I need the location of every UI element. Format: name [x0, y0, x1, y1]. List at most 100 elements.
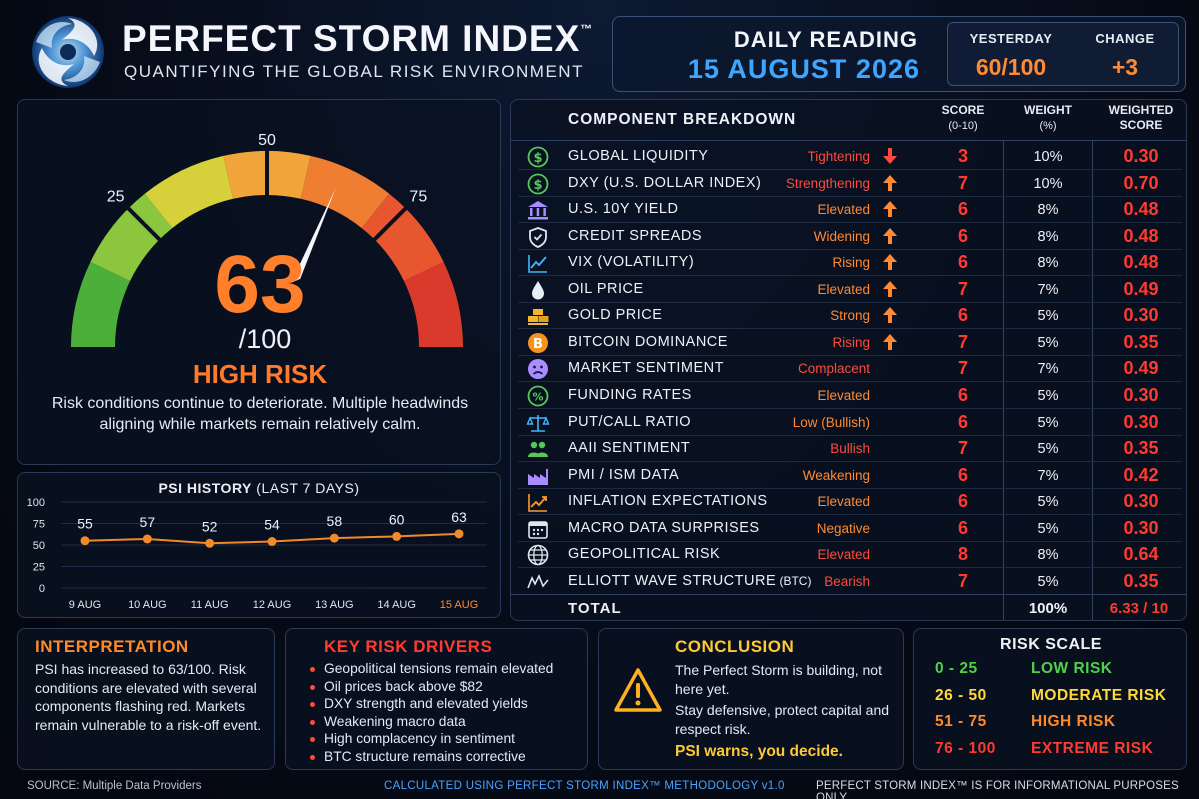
history-x-tick: 15 AUG [440, 599, 479, 611]
history-y-tick: 0 [39, 583, 45, 595]
component-weighted-score: 0.48 [1123, 225, 1159, 246]
conclusion-line2: Stay defensive, protect capital and resp… [675, 702, 890, 737]
arrow-up-icon [883, 174, 897, 191]
component-weight: 7% [1037, 281, 1059, 298]
gauge-denominator: /100 [238, 324, 292, 354]
component-score: 3 [957, 146, 968, 166]
warning-icon [614, 668, 662, 712]
component-row: ELLIOTT WAVE STRUCTURE (BTC) Bearish 7 5% 0.… [518, 568, 1182, 595]
component-score: 6 [957, 199, 968, 220]
component-weight: 5% [1037, 414, 1059, 431]
component-weighted-score: 0.30 [1123, 517, 1159, 538]
component-weighted-score: 0.35 [1123, 438, 1159, 459]
gauge-needle [291, 187, 337, 283]
component-status: Elevated [817, 547, 870, 563]
component-weighted-score: 0.48 [1123, 252, 1159, 273]
component-weighted-score: 0.30 [1123, 305, 1159, 326]
component-score: 6 [957, 517, 968, 538]
svg-text:B: B [533, 337, 543, 352]
component-row: $ GLOBAL LIQUIDITY Tightening 3 10% 0.30 [518, 143, 1182, 170]
component-status: Elevated [817, 202, 870, 218]
risk-scale-range: 51 - 75 [935, 713, 987, 730]
component-breakdown-title: COMPONENT BREAKDOWN [568, 111, 797, 128]
yesterday-label: YESTERDAY [969, 31, 1053, 46]
svg-text:$: $ [533, 178, 542, 193]
risk-scale-label: EXTREME RISK [1031, 739, 1154, 757]
change-value: +3 [1111, 54, 1139, 80]
history-point [392, 531, 402, 541]
component-weighted-score: 0.48 [1123, 199, 1159, 220]
risk-scale-range: 26 - 50 [935, 686, 987, 704]
wave-icon [527, 573, 549, 589]
component-score: 7 [957, 278, 968, 299]
history-point [329, 533, 339, 543]
sad-face-icon [528, 359, 548, 380]
component-status: Rising [832, 334, 870, 350]
key-risk-drivers-list: Geopolitical tensions remain elevated Oil… [310, 660, 580, 766]
dollar-circle-icon: $ [527, 173, 549, 194]
history-point [142, 534, 152, 544]
component-status: Bearish [824, 573, 870, 589]
component-weighted-score: 0.30 [1123, 491, 1159, 512]
component-weighted-score: 0.35 [1123, 331, 1159, 352]
component-row: U.S. 10Y YIELD Elevated 6 8% 0.48 [518, 196, 1182, 224]
risk-scale-label: LOW RISK [1031, 660, 1113, 677]
component-weighted-score: 0.49 [1123, 278, 1159, 299]
gauge-tick-label: 50 [258, 132, 276, 149]
factory-icon [528, 468, 548, 485]
gauge-arc-segment [90, 193, 173, 282]
people-icon [528, 441, 548, 458]
weighted-score-header: WEIGHTED SCORE [1108, 103, 1174, 132]
risk-description: Risk conditions continue to deteriorate.… [51, 395, 469, 433]
component-weight: 5% [1037, 387, 1059, 404]
component-row: VIX (VOLATILITY) Rising 6 8% 0.48 [518, 249, 1182, 277]
key-risk-drivers-panel: KEY RISK DRIVERS Geopolitical tensions r… [285, 628, 588, 770]
component-name: U.S. 10Y YIELD [568, 201, 679, 218]
component-status: Negative [816, 520, 870, 536]
footer-source: SOURCE: Multiple Data Providers [27, 780, 202, 792]
component-weight: 8% [1037, 228, 1059, 245]
component-row: MARKET SENTIMENT Complacent 7 7% 0.49 [518, 355, 1182, 383]
component-score: 6 [957, 305, 968, 326]
component-name: VIX (VOLATILITY) [568, 254, 695, 271]
component-weight: 7% [1037, 467, 1059, 484]
arrow-down-icon [883, 148, 897, 164]
component-name: FUNDING RATES [568, 386, 692, 403]
weight-header: WEIGHT (%) [1024, 103, 1072, 132]
component-row: CREDIT SPREADS Widening 6 8% 0.48 [518, 223, 1182, 250]
line-chart-icon [528, 255, 547, 273]
component-name: ELLIOTT WAVE STRUCTURE (BTC) [568, 572, 812, 589]
scale-icon [526, 414, 550, 432]
component-name: MARKET SENTIMENT [568, 360, 724, 377]
component-status: Complacent [797, 361, 870, 377]
oil-drop-icon [532, 280, 544, 300]
shield-icon [529, 226, 547, 248]
conclusion-title: CONCLUSION [675, 637, 795, 656]
risk-level-label: HIGH RISK [192, 359, 328, 389]
component-row: GEOPOLITICAL RISK Elevated 8 8% 0.64 [518, 541, 1182, 569]
component-name: GEOPOLITICAL RISK [568, 546, 721, 563]
component-row: PUT/CALL RATIO Low (Bullish) 6 5% 0.30 [518, 409, 1182, 436]
gauge-arc-segment [403, 261, 463, 347]
gauge-arc-segment [300, 155, 390, 229]
total-label: TOTAL [568, 600, 622, 617]
component-status: Elevated [817, 281, 870, 297]
component-weighted-score: 0.49 [1123, 358, 1159, 379]
gauge-arc-segment [144, 155, 234, 229]
component-status: Elevated [817, 387, 870, 403]
component-score: 8 [957, 544, 968, 565]
footer-disclaimer: PERFECT STORM INDEX™ IS FOR INFORMATIONA… [816, 780, 1179, 799]
history-point [454, 529, 464, 539]
component-name: OIL PRICE [568, 280, 644, 297]
component-status: Weakening [802, 467, 870, 483]
history-x-tick: 13 AUG [315, 599, 354, 611]
component-name: GOLD PRICE [568, 307, 663, 324]
risk-scale-panel: RISK SCALE [913, 628, 1187, 770]
history-x-tick: 11 AUG [191, 599, 229, 611]
history-value-label: 63 [451, 509, 467, 525]
conclusion-panel: CONCLUSION The Perfect Storm is building… [598, 628, 904, 770]
component-status: Bullish [830, 441, 870, 457]
component-row: AAII SENTIMENT Bullish 7 5% 0.35 [518, 435, 1182, 463]
component-score: 7 [957, 358, 968, 379]
change-label: CHANGE [1095, 31, 1155, 46]
